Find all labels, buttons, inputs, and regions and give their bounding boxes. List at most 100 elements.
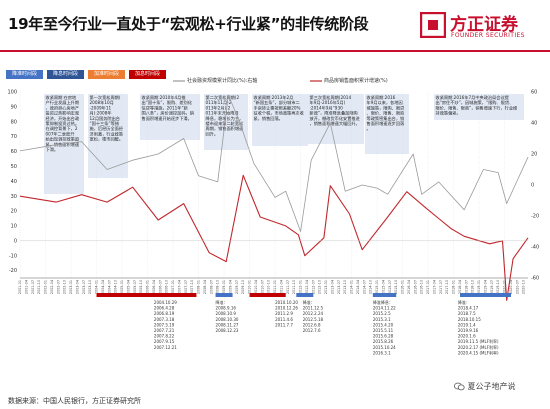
phase-box <box>252 94 308 146</box>
x-tick-label: 2017-07 <box>439 280 443 294</box>
x-tick-label: 2014-01 <box>350 280 354 294</box>
policy-date: 2014.11.22 <box>373 306 396 311</box>
policy-date: 2019.1.4 <box>458 322 476 327</box>
yleft-tick-label: 30 <box>11 194 17 200</box>
phase-text: 收紧周期:2013年2月“新国五条”，部分城市二手房转让需按照差额20%征收个税… <box>254 94 305 122</box>
yleft-tick-label: 40 <box>11 179 17 185</box>
x-tick-label: 2008-04 <box>203 280 207 294</box>
x-tick-label: 2016-01 <box>401 280 405 294</box>
policy-date: 2019.9.16 <box>458 328 479 333</box>
x-tick-label: 2004-07 <box>107 280 111 294</box>
x-tick-label: 2018-01 <box>452 280 456 294</box>
x-tick-label: 2007-04 <box>177 280 181 294</box>
slide-header: 19年至今行业一直处于“宏观松+行业紧”的非传统阶段 方正证券 FOUNDER … <box>0 0 550 50</box>
policy-date: 2018.10.15 <box>458 317 481 322</box>
yleft-tick-label: -10 <box>9 253 17 259</box>
policy-date: 2015.6.28 <box>373 334 394 339</box>
source-note: 数据来源：中国人民银行，方正证券研究所 <box>8 397 141 405</box>
policy-date: 2006.8.19 <box>154 311 175 316</box>
x-tick-label: 2019-10 <box>496 280 500 294</box>
x-tick-label: 2013-10 <box>343 280 347 294</box>
x-tick-label: 2010-07 <box>260 280 264 294</box>
x-tick-label: 2012-07 <box>311 280 315 294</box>
x-tick-label: 2006-10 <box>165 280 169 294</box>
policy-bar <box>296 293 314 297</box>
policy-date: 2015.2.5 <box>373 311 391 316</box>
x-tick-label: 2016-10 <box>420 280 424 294</box>
x-tick-label: 2006-04 <box>152 280 156 294</box>
policy-date: 2015.10.24 <box>373 345 396 350</box>
policy-date: 2018.7.5 <box>458 311 476 316</box>
policy-date: 2007.12.21 <box>154 345 177 350</box>
policy-date: 2004.10.29 <box>154 300 177 305</box>
x-tick-label: 2011-10 <box>292 280 296 294</box>
phase-box <box>308 94 364 144</box>
policy-date: 2015.5.11 <box>373 328 394 333</box>
header-divider <box>0 50 550 52</box>
policy-date: 降准： <box>458 299 470 305</box>
policy-date: 2012.7.6 <box>303 328 321 333</box>
x-tick-label: 2003-10 <box>88 280 92 294</box>
x-tick-label: 2009-04 <box>228 280 232 294</box>
x-tick-label: 2012-01 <box>299 280 303 294</box>
x-tick-label: 2020-10 <box>522 280 526 294</box>
phase-text: 第二次宽松周期(2 011年11月-2 013年2月):2 011年末开始降准降息，稳… <box>206 94 245 137</box>
series-legend-gray-swatch <box>173 80 185 82</box>
policy-date: 2015.8.26 <box>373 339 394 344</box>
yright-tick-label: -60 <box>531 276 539 282</box>
legend-rate-cut: 降息时间段 <box>47 70 84 79</box>
x-tick-label: 2005-07 <box>133 280 137 294</box>
policy-date: 2019.11.5 (MLF利率) <box>458 338 499 344</box>
series-line-sales <box>19 174 529 301</box>
wechat-icon <box>454 382 465 391</box>
policy-date: 降准： <box>216 299 228 305</box>
policy-date: 2007.9.15 <box>154 339 175 344</box>
yleft-tick-label: 20 <box>11 209 17 215</box>
x-tick-label: 2014-07 <box>362 280 366 294</box>
policy-bar <box>249 293 286 297</box>
phase-text: 收紧周期:2016 年9月以来，各地因城施策，限购、限贷、限价、限售、限商等政策密… <box>367 94 406 131</box>
phase-box <box>365 94 409 154</box>
x-tick-label: 2020-07 <box>515 280 519 294</box>
x-tick-label: 2008-01 <box>197 280 201 294</box>
yleft-tick-label: 90 <box>11 104 17 110</box>
policy-date: 2012.2.24 <box>303 311 324 316</box>
watermark-text: 夏公子地产说 <box>467 382 516 391</box>
policy-date: 2008.10.9 <box>216 311 237 316</box>
x-tick-label: 2019-07 <box>490 280 494 294</box>
x-tick-label: 2002-01 <box>44 280 48 294</box>
x-tick-label: 2009-07 <box>235 280 239 294</box>
slide-title: 19年至今行业一直处于“宏观松+行业紧”的非传统阶段 <box>8 15 369 33</box>
yright-tick-label: 40 <box>531 121 537 127</box>
policy-date: 2011.4.6 <box>275 317 293 322</box>
policy-bar <box>96 293 197 297</box>
policy-date: 2008.12.23 <box>216 328 239 333</box>
x-tick-label: 2015-10 <box>394 280 398 294</box>
watermark: 夏公子地产说 <box>454 381 516 392</box>
x-tick-label: 2011-04 <box>279 280 283 294</box>
x-tick-label: 2017-01 <box>426 280 430 294</box>
policy-bar <box>372 293 397 297</box>
policy-bar <box>215 293 233 297</box>
logo-subtext: FOUNDER SECURITIES <box>451 32 525 39</box>
series-line-tsf <box>19 94 529 232</box>
phase-text: 第三次宽松周期(2014 年9月-2016年5月):2014年9月“930 新政”，… <box>310 94 361 127</box>
yleft-tick-label: 100 <box>7 90 17 96</box>
x-tick-label: 2020-01 <box>503 280 507 294</box>
yleft-tick-label: 80 <box>11 119 17 125</box>
x-tick-label: 2002-04 <box>50 280 54 294</box>
policy-date: 2007.3.18 <box>154 317 175 322</box>
yright-tick-label: -20 <box>531 214 539 220</box>
phase-text: 收紧周期:2016年7月中央政治局会议提出“房住不炒”，因城施策，“限购、限贷、… <box>436 94 518 117</box>
phase-text: 收紧周期:2010年4月推出“国十条”，限购、差别化信贷等措施，2011年“新国… <box>142 94 194 122</box>
x-tick-label: 2001-04 <box>24 280 28 294</box>
yleft-tick-label: 10 <box>11 224 17 230</box>
x-tick-label: 2001-07 <box>31 280 35 294</box>
x-tick-label: 2020-04 <box>509 280 513 294</box>
x-tick-label: 2009-10 <box>241 280 245 294</box>
x-tick-label: 2013-01 <box>324 280 328 294</box>
policy-date: 2016.3.1 <box>373 350 391 355</box>
policy-date: 2007.5.19 <box>154 322 175 327</box>
x-tick-label: 2003-01 <box>69 280 73 294</box>
policy-date: 2015.3.1 <box>373 317 391 322</box>
